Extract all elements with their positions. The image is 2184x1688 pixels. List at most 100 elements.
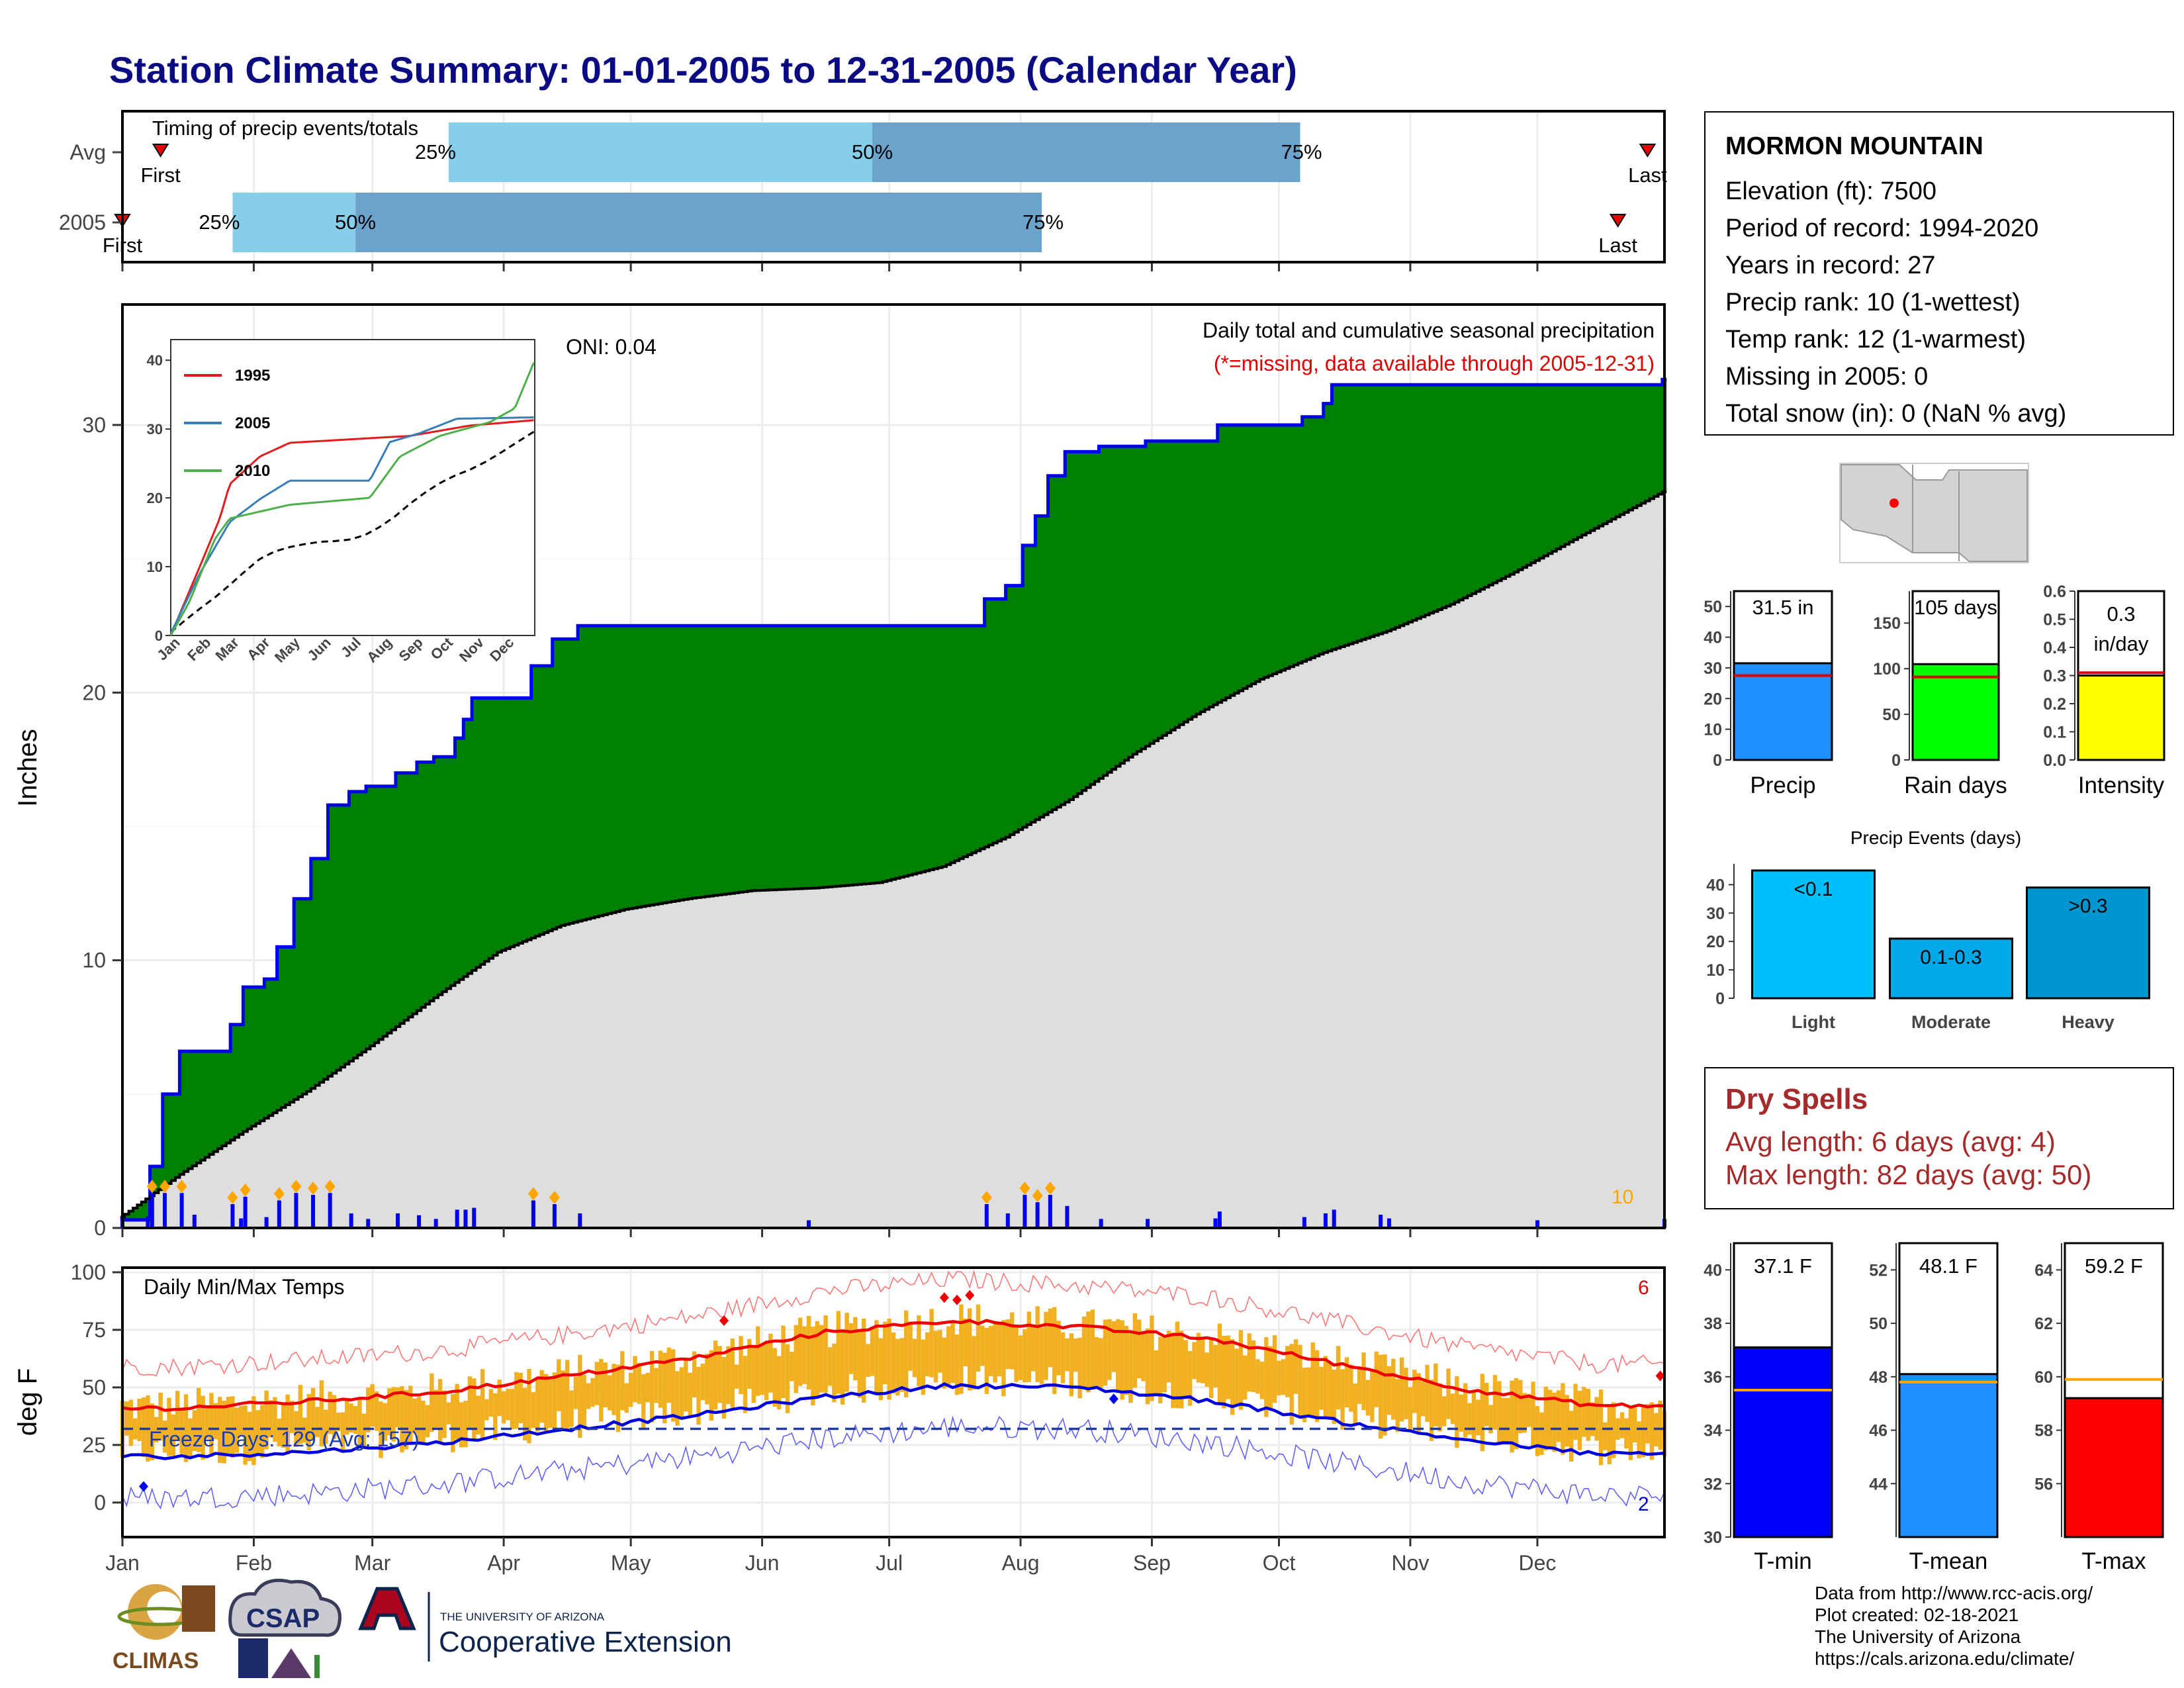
daily-temp-bar: [476, 1395, 480, 1435]
daily-temp-bar: [912, 1338, 917, 1378]
inset-line-2010: [169, 362, 535, 636]
daily-temp-bar: [315, 1407, 320, 1437]
daily-temp-bar: [942, 1337, 947, 1389]
daily-temp-bar: [1187, 1350, 1193, 1406]
daily-temp-bar: [1230, 1339, 1235, 1415]
daily-temp-bar: [1314, 1350, 1320, 1423]
daily-temp-bar: [1238, 1330, 1244, 1410]
daily-precip-bar: [294, 1193, 298, 1228]
daily-precip-bar: [1379, 1215, 1383, 1228]
daily-temp-bar: [1459, 1394, 1463, 1432]
daily-precip-bar: [1387, 1218, 1391, 1228]
mini-bar-y-tick-label: 0.2: [2043, 695, 2066, 714]
daily-temp-bar: [1518, 1380, 1523, 1434]
daily-temp-bar: [709, 1350, 713, 1421]
daily-precip-record-marker: [227, 1191, 238, 1204]
temp-bar-y-tick-label: 38: [1704, 1315, 1722, 1333]
inset-y-tick-label: 0: [155, 628, 163, 644]
daily-temp-bar: [705, 1353, 709, 1405]
temp-bar-y-tick-label: 58: [2034, 1422, 2053, 1440]
footer-credits: Data from http://www.rcc-acis.org/ Plot …: [1815, 1582, 2093, 1669]
timing-first-label: First: [140, 164, 181, 187]
daily-temp-bar: [1031, 1326, 1036, 1372]
daily-temp-bar: [1624, 1418, 1629, 1449]
daily-temp-bar: [175, 1391, 180, 1440]
daily-temp-bar: [654, 1368, 659, 1403]
daily-temp-bar: [218, 1397, 222, 1463]
daily-precip-record-marker: [146, 1180, 158, 1194]
mini-bar-y-tick-label: 0.1: [2043, 724, 2066, 742]
events-bar-light: [1751, 869, 1876, 1000]
mini-bar-y-tick-label: 0.3: [2043, 667, 2066, 686]
mini-bar-y-tick-label: 0.4: [2043, 639, 2066, 657]
daily-temp-bar: [840, 1331, 845, 1405]
daily-temp-bar: [628, 1372, 633, 1407]
daily-temp-bar: [201, 1395, 205, 1460]
events-bar-label: Moderate: [1911, 1012, 1991, 1032]
temp-bar-y-tick-label: 30: [1704, 1528, 1722, 1547]
daily-temp-bar: [866, 1344, 870, 1378]
daily-temp-bar: [561, 1370, 565, 1428]
daily-precip-bar: [552, 1204, 557, 1228]
daily-temp-bar: [645, 1372, 650, 1403]
ua-logo-line1: THE UNIVERSITY OF ARIZONA: [440, 1611, 605, 1623]
month-tick-label: Nov: [1391, 1551, 1429, 1575]
daily-temp-bar: [133, 1418, 138, 1440]
daily-temp-bar: [179, 1409, 184, 1454]
daily-temp-bar: [1577, 1390, 1582, 1450]
inset-x-tick-label: Mar: [212, 634, 242, 665]
mini-bar-y-tick-label: 0.5: [2043, 611, 2066, 630]
inset-x-tick-label: Nov: [456, 633, 488, 665]
daily-temp-bar: [1598, 1389, 1604, 1466]
daily-temp-bar: [1561, 1383, 1565, 1455]
daily-temp-bar: [1391, 1358, 1396, 1420]
daily-temp-bar: [797, 1317, 803, 1386]
daily-temp-bar: [747, 1338, 752, 1389]
daily-temp-bar: [1526, 1393, 1531, 1427]
daily-precip-bar: [1005, 1213, 1010, 1228]
daily-temp-bar: [383, 1403, 388, 1441]
daily-temp-bar: [264, 1390, 269, 1450]
daily-temp-bar: [230, 1396, 235, 1458]
daily-temp-bar: [755, 1326, 760, 1396]
events-bar-label: Heavy: [2062, 1012, 2115, 1032]
events-y-tick-label: 10: [1706, 961, 1725, 980]
events-bar-text: <0.1: [1794, 878, 1833, 900]
daily-temp-bar: [1349, 1364, 1353, 1412]
station-precip-rank: Precip rank: 10 (1-wettest): [1725, 289, 2021, 316]
daily-temp-bar: [222, 1401, 226, 1464]
daily-temp-bar: [1201, 1339, 1205, 1383]
temp-top-count: 6: [1638, 1277, 1649, 1299]
daily-temp-bar: [717, 1346, 722, 1403]
mini-bar-y-tick-label: 30: [1704, 659, 1722, 678]
daily-precip-record-marker: [527, 1187, 539, 1201]
temp-y-tick-label: 50: [82, 1376, 106, 1399]
daily-temp-bar: [594, 1362, 600, 1405]
daily-temp-bar: [1124, 1325, 1129, 1395]
events-bar-moderate: [1889, 937, 2013, 1000]
daily-temp-bar: [1535, 1405, 1540, 1456]
daily-temp-bar: [404, 1389, 409, 1450]
daily-temp-bar: [772, 1348, 777, 1407]
month-tick-label: May: [611, 1551, 651, 1575]
station-elevation: Elevation (ft): 7500: [1725, 177, 1936, 205]
temp-bar-y-tick-label: 50: [1869, 1315, 1888, 1333]
temp-bar-t-min: [1733, 1346, 1833, 1538]
daily-temp-bar: [760, 1343, 764, 1395]
daily-temp-bar: [1319, 1366, 1324, 1410]
daily-temp-bar: [1111, 1321, 1116, 1372]
temp-bar-y-tick-label: 48: [1869, 1368, 1888, 1387]
daily-temp-bar: [1328, 1362, 1332, 1419]
dry-spells-avg: Avg length: 6 days (avg: 4): [1725, 1126, 2056, 1157]
daily-precip-record-marker: [176, 1180, 187, 1194]
daily-temp-bar: [857, 1331, 862, 1398]
daily-temp-bar: [806, 1315, 811, 1389]
inset-line-1995: [169, 419, 534, 636]
daily-temp-bar: [1586, 1389, 1590, 1441]
daily-temp-bar: [437, 1379, 443, 1444]
station-missing: Missing in 2005: 0: [1725, 363, 1929, 391]
daily-temp-bar: [933, 1331, 938, 1383]
inset-x-tick-label: Jun: [304, 634, 334, 664]
ua-logo-line2: Cooperative Extension: [439, 1626, 732, 1658]
month-tick-label: Feb: [236, 1551, 272, 1575]
